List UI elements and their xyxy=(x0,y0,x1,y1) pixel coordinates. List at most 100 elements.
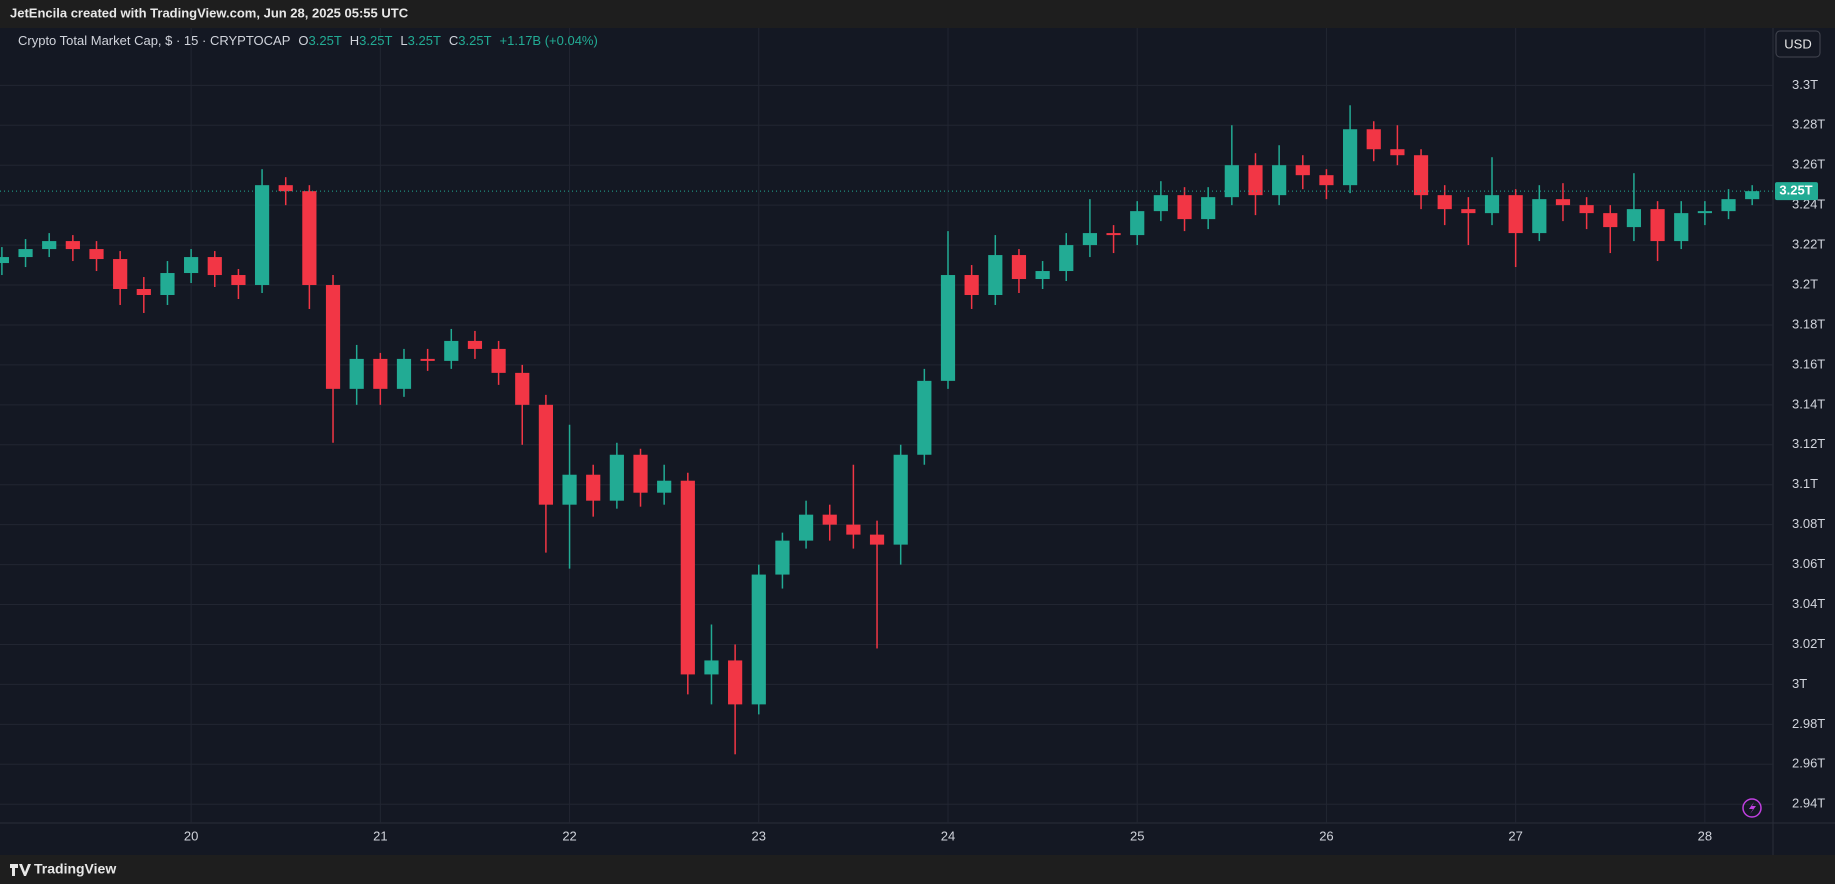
currency-label[interactable]: USD xyxy=(1784,36,1811,51)
y-tick-label: 3.06T xyxy=(1792,556,1825,571)
candle-body xyxy=(1603,213,1618,228)
candle-body xyxy=(586,474,601,501)
candle-body xyxy=(1626,209,1642,228)
legend-name: Crypto Total Market Cap, $ · 15 · CRYPTO… xyxy=(18,33,290,48)
candle-body xyxy=(42,241,57,250)
lightning-icon[interactable] xyxy=(1742,798,1762,818)
candle-body xyxy=(467,340,483,349)
x-tick-label: 21 xyxy=(373,828,387,843)
candle-body xyxy=(184,257,199,274)
candle-body xyxy=(1366,129,1381,150)
header-text: JetEncila created with TradingView.com, … xyxy=(10,5,409,20)
candle-body xyxy=(1555,199,1571,206)
candle-body xyxy=(1437,195,1452,210)
candle-body xyxy=(491,348,506,373)
candle-body xyxy=(822,514,837,525)
candle-body xyxy=(515,372,530,405)
y-tick-label: 3.24T xyxy=(1792,197,1825,212)
candles xyxy=(0,105,1760,755)
x-tick-label: 25 xyxy=(1130,828,1144,843)
y-tick-label: 3.08T xyxy=(1792,516,1825,531)
candle-body xyxy=(1106,233,1121,236)
candle-body xyxy=(1390,149,1405,156)
candle-body xyxy=(846,524,861,535)
candle-body xyxy=(1342,129,1358,186)
y-tick-label: 3.3T xyxy=(1792,77,1818,92)
candle-body xyxy=(1130,211,1145,236)
candle-body xyxy=(657,480,672,493)
candle-body xyxy=(1579,205,1594,214)
candle-body xyxy=(1319,175,1334,186)
candle-body xyxy=(704,660,719,675)
candle-body xyxy=(349,358,364,389)
candle-body xyxy=(1272,165,1287,196)
candle-body xyxy=(964,275,979,295)
candle-body xyxy=(444,340,459,361)
candle-body xyxy=(633,454,648,493)
y-tick-label: 2.98T xyxy=(1792,716,1825,731)
y-tick-label: 2.94T xyxy=(1792,796,1825,811)
y-tick-label: 3.26T xyxy=(1792,157,1825,172)
candle-body xyxy=(207,257,222,276)
candle-body xyxy=(1177,195,1192,220)
y-tick-label: 3.28T xyxy=(1792,117,1825,132)
candle-body xyxy=(1035,271,1050,280)
legend-value: 3.25T xyxy=(408,33,441,48)
candle-body xyxy=(373,358,388,389)
footer-brand: TradingView xyxy=(34,861,116,877)
y-tick-label: 3.16T xyxy=(1792,356,1825,371)
candle-body xyxy=(1059,245,1074,272)
candle-body xyxy=(798,514,814,541)
candle-body xyxy=(728,660,743,705)
candle-body xyxy=(1508,195,1523,234)
x-tick-label: 24 xyxy=(941,828,955,843)
legend-key: O xyxy=(298,33,308,48)
legend-value: 3.25T xyxy=(309,33,342,48)
candle-body xyxy=(917,380,932,455)
candle-body xyxy=(1201,197,1216,220)
last-price-label: 3.25T xyxy=(1779,183,1812,198)
last-price-tag xyxy=(1775,182,1818,201)
candle-body xyxy=(1011,255,1027,280)
legend-change: +1.17B (+0.04%) xyxy=(500,33,598,48)
candle-body xyxy=(420,358,435,361)
candle-body xyxy=(869,534,885,545)
candle-body xyxy=(1153,195,1168,212)
legend-key: C xyxy=(449,33,458,48)
x-tick-label: 20 xyxy=(184,828,198,843)
legend-value: 3.25T xyxy=(359,33,392,48)
candle-body xyxy=(0,257,9,264)
x-tick-label: 26 xyxy=(1319,828,1333,843)
y-tick-label: 2.96T xyxy=(1792,756,1825,771)
x-tick-label: 23 xyxy=(752,828,766,843)
candle-body xyxy=(1082,233,1098,246)
candle-body xyxy=(302,191,317,286)
candle-body xyxy=(893,454,908,545)
legend: Crypto Total Market Cap, $ · 15 · CRYPTO… xyxy=(18,33,598,48)
x-tick-label: 27 xyxy=(1508,828,1522,843)
candle-body xyxy=(609,454,624,501)
y-tick-label: 3.2T xyxy=(1792,276,1818,291)
x-tick-label: 22 xyxy=(562,828,576,843)
y-tick-label: 3T xyxy=(1792,676,1807,691)
candle-body xyxy=(775,540,790,575)
candle-body xyxy=(65,241,80,250)
candle-body xyxy=(278,185,293,192)
candle-body xyxy=(1697,211,1712,214)
legend-value: 3.25T xyxy=(458,33,491,48)
tv-logo xyxy=(10,864,31,876)
candle-body xyxy=(136,289,151,295)
candle-body xyxy=(1224,165,1239,198)
candle-body xyxy=(562,474,577,505)
candle-body xyxy=(113,259,128,290)
lightning-bolt xyxy=(1749,802,1756,814)
candle-body xyxy=(1461,209,1476,214)
currency-button[interactable] xyxy=(1775,30,1821,58)
grid xyxy=(0,28,1773,823)
candle-body xyxy=(1650,209,1665,242)
candle-body xyxy=(751,574,766,705)
candle-body xyxy=(680,480,695,675)
candle-body xyxy=(1295,165,1310,176)
